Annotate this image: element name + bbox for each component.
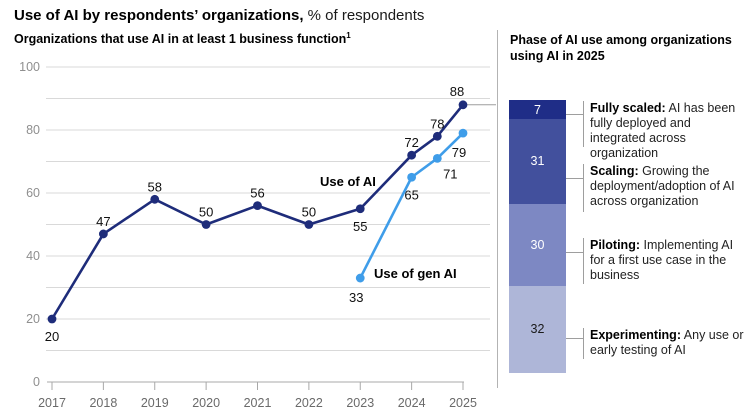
data-point-label: 55: [353, 219, 367, 234]
label-connector-line: [566, 252, 583, 253]
x-tick-label: 2019: [141, 396, 169, 410]
series-label-use-of-gen-ai: Use of gen AI: [374, 266, 457, 281]
use-of-ai-data-point: [407, 150, 417, 160]
chart-subtitle: Organizations that use AI in at least 1 …: [14, 31, 351, 46]
chart-title-units: % of respondents: [303, 7, 425, 24]
x-tick-label: 2025: [449, 396, 477, 410]
phase-term: Piloting:: [590, 238, 640, 252]
phase-description: Growing the deployment/adoption of AI ac…: [590, 164, 735, 208]
label-bracket: [583, 238, 584, 284]
data-point-label: 78: [430, 116, 444, 131]
use-of-ai-data-point: [201, 220, 211, 229]
use-of-gen-ai-data-point: [407, 172, 417, 182]
use-of-gen-ai-line: [359, 132, 464, 279]
phase-term: Scaling:: [590, 164, 639, 178]
series-label-use-of-ai: Use of AI: [320, 174, 376, 189]
data-point-label: 65: [404, 187, 418, 202]
y-tick-label: 40: [26, 249, 40, 263]
data-point-label: 50: [199, 205, 213, 220]
y-tick-label: 80: [26, 123, 40, 137]
data-point-label: 71: [443, 166, 457, 181]
chart-title-bold: Use of AI by respondents’ organizations,: [14, 7, 304, 24]
label-connector-line: [566, 338, 583, 339]
phase-label-experimenting: Experimenting: Any use or early testing …: [590, 328, 748, 358]
use-of-gen-ai-data-point: [458, 128, 468, 138]
y-tick-label: 20: [26, 312, 40, 326]
phase-description: Any use or early testing of AI: [590, 328, 744, 357]
label-connector-line: [566, 178, 583, 179]
use-of-ai-data-point: [47, 314, 57, 324]
x-tick-label: 2024: [398, 396, 426, 410]
use-of-ai-data-point: [150, 194, 160, 204]
data-point-label: 72: [404, 135, 418, 150]
x-tick-label: 2017: [38, 396, 66, 410]
label-bracket: [583, 101, 584, 147]
phase-segment-value: 7: [534, 102, 541, 117]
x-tick-label: 2023: [346, 396, 374, 410]
x-tick-label: 2022: [295, 396, 323, 410]
phase-term: Fully scaled:: [590, 101, 666, 115]
use-of-ai-data-point: [304, 220, 314, 229]
phase-segment-value: 30: [530, 237, 545, 252]
use-of-ai-data-point: [98, 229, 108, 239]
phase-label-piloting: Piloting: Implementing AI for a first us…: [590, 238, 748, 283]
phase-segment-piloting: 30: [509, 203, 566, 286]
use-of-gen-ai-data-point: [355, 273, 365, 283]
use-of-ai-line: [50, 103, 465, 320]
label-bracket: [583, 164, 584, 212]
chart-title: Use of AI by respondents’ organizations,…: [14, 6, 424, 26]
phase-description: AI has been fully deployed and integrate…: [590, 101, 736, 160]
panel-title: Phase of AI use among organizations usin…: [510, 33, 732, 63]
data-point-label: 47: [96, 214, 110, 229]
data-point-label: 56: [250, 186, 264, 201]
use-of-ai-data-point: [458, 100, 468, 110]
data-point-label: 79: [452, 145, 466, 160]
x-tick-label: 2018: [89, 396, 117, 410]
phase-description: Implementing AI for a first use case in …: [590, 238, 734, 282]
phase-segment-scaling: 31: [509, 119, 566, 204]
phase-segment-value: 31: [530, 154, 545, 169]
use-of-gen-ai-data-point: [432, 153, 442, 163]
data-point-label: 20: [45, 329, 59, 344]
data-point-label: 88: [450, 84, 464, 99]
panel-divider: [497, 30, 498, 388]
label-connector-line: [566, 114, 583, 115]
use-of-ai-data-point: [253, 201, 262, 211]
x-tick-label: 2020: [192, 396, 220, 410]
phase-segment-value: 32: [530, 322, 545, 337]
y-tick-label: 100: [19, 60, 40, 74]
chart-subtitle-text: Organizations that use AI in at least 1 …: [14, 32, 347, 47]
phase-segment-fully-scaled: 7: [509, 100, 566, 120]
data-point-label: 58: [148, 179, 162, 194]
ai-use-line-chart: 2017 2018 2019 2020 2021 2022 2023 2024 2025 0 20 4…: [19, 60, 496, 410]
data-point-label: 50: [302, 205, 316, 220]
phase-label-fully-scaled: Fully scaled: AI has been fully deployed…: [590, 101, 748, 161]
y-tick-label: 60: [26, 186, 40, 200]
phase-segment-experimenting: 32: [509, 285, 566, 373]
use-of-ai-data-point: [355, 204, 365, 214]
footnote-marker: 1: [346, 31, 351, 40]
data-point-label: 33: [349, 290, 363, 305]
y-tick-label: 0: [33, 375, 40, 389]
phase-stacked-bar: 7 31 30 32: [509, 100, 566, 373]
phase-term: Experimenting:: [590, 328, 681, 342]
phase-label-scaling: Scaling: Growing the deployment/adoption…: [590, 164, 748, 209]
use-of-ai-data-point: [432, 131, 442, 141]
x-tick-label: 2021: [244, 396, 272, 410]
label-bracket: [583, 328, 584, 359]
